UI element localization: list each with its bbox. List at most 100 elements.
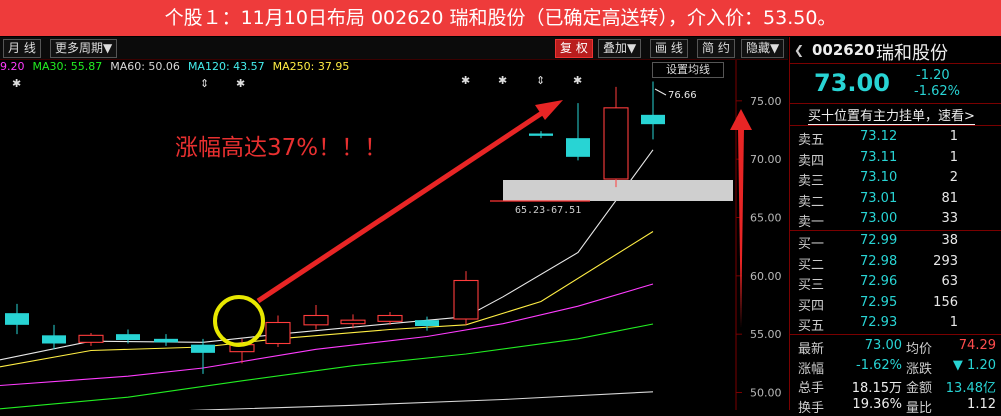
ma-line-ma30 — [0, 323, 654, 410]
stat-value: 19.36% — [852, 396, 902, 412]
entry-circle — [213, 295, 265, 347]
stat-value: ▼ 1.20 — [952, 357, 996, 373]
order-level-label: 卖二 — [798, 194, 825, 210]
up-down-marker: ⇕ — [536, 74, 545, 87]
fuquan-button[interactable]: 复 权 — [555, 39, 593, 58]
hide-dropdown[interactable]: 隐藏▼ — [741, 39, 785, 58]
gain-annotation: 涨幅高达37%！！！ — [175, 135, 387, 161]
order-volume: 1 — [949, 315, 958, 330]
stat-label: 总手 — [798, 381, 825, 396]
ma-line-ma60 — [188, 391, 654, 410]
star-marker: ✱ — [236, 77, 245, 90]
ma-legend-item: 9.20 — [0, 60, 25, 73]
order-price: 73.12 — [860, 129, 898, 144]
last-price: 73.00 — [814, 69, 890, 97]
order-price: 72.98 — [860, 253, 898, 269]
month-line-button[interactable]: 月 线 — [3, 39, 41, 58]
overlay-dropdown[interactable]: 叠加▼ — [598, 39, 642, 58]
candle — [566, 103, 590, 161]
kline-chart: 65.23-67.51 75.00 70.00 65.00 60.00 55.00 50.… — [0, 60, 782, 410]
candle — [303, 305, 329, 330]
candle — [340, 314, 366, 329]
order-volume: 2 — [949, 170, 958, 185]
more-period-dropdown[interactable]: 更多周期▼ — [50, 39, 118, 58]
trend-arrow — [256, 100, 563, 304]
draw-line-button[interactable]: 画 线 — [650, 39, 688, 58]
order-price: 73.11 — [860, 149, 898, 165]
simple-button[interactable]: 简 约 — [697, 39, 735, 58]
ma-line-ma20 — [0, 283, 654, 387]
order-volume: 1 — [949, 149, 958, 165]
y-tick-label: 50.00 — [750, 387, 782, 400]
order-volume: 293 — [933, 253, 958, 269]
divider — [790, 230, 1001, 231]
candle-body — [265, 321, 291, 345]
price-change: -1.20 — [916, 68, 950, 83]
stat-row: 总手 18.15万 金额 13.48亿 — [790, 377, 1001, 396]
order-book-row: 买二 72.98 293 — [790, 254, 1001, 273]
stat-row: 换手 19.36% 量比 1.12 — [790, 397, 1001, 416]
order-volume: 1 — [949, 129, 958, 144]
high-pointer — [654, 88, 667, 96]
order-price: 73.10 — [860, 170, 898, 185]
order-level-label: 卖三 — [798, 174, 825, 189]
stat-value: 74.29 — [958, 338, 996, 353]
order-volume: 38 — [941, 233, 958, 248]
order-book-row: 卖一 73.00 33 — [790, 211, 1001, 230]
order-book-row: 买三 72.96 63 — [790, 274, 1001, 293]
stat-label: 金额 — [906, 381, 933, 396]
candle — [42, 324, 66, 350]
stat-row: 最新 73.00 均价 74.29 — [790, 338, 1001, 357]
set-ma-button[interactable]: 设置均线 — [652, 62, 724, 78]
order-price: 72.99 — [860, 233, 898, 248]
candle-body — [303, 314, 329, 326]
order-book-row: 买五 72.93 1 — [790, 315, 1001, 334]
candle — [5, 303, 29, 335]
ma-legend-item: MA250: 37.95 — [272, 60, 350, 73]
candle — [529, 131, 553, 139]
back-arrow-icon[interactable]: ❮ — [794, 43, 805, 57]
candle — [116, 329, 140, 344]
stat-value: -1.62% — [856, 357, 902, 373]
candle-body — [42, 335, 66, 344]
order-book-row: 卖二 73.01 81 — [790, 191, 1001, 210]
markers: ✱ ⇕ ✱ ✱ ✱ ⇕ ✱ — [12, 74, 582, 90]
stat-label: 换手 — [798, 400, 825, 416]
candle — [377, 312, 403, 325]
order-level-label: 卖五 — [798, 133, 825, 148]
ma-legend-item: MA120: 43.57 — [187, 60, 265, 73]
stat-label: 最新 — [798, 342, 825, 357]
order-volume: 156 — [933, 294, 958, 310]
order-level-label: 买三 — [798, 278, 825, 293]
order-book-row: 卖四 73.11 1 — [790, 150, 1001, 169]
quote-header: ❮ 002620 瑞和股份 — [790, 37, 1001, 64]
title-banner: 个股１：11月10日布局 002620 瑞和股份（已确定高送转），介入价：53.… — [0, 0, 1001, 36]
price-axis: 75.00 70.00 65.00 60.00 55.00 50.00 — [736, 95, 782, 400]
order-level-label: 卖一 — [798, 215, 825, 230]
gap-rect — [503, 180, 733, 201]
stock-name: 瑞和股份 — [876, 43, 948, 64]
ma-legend: 9.20 MA30: 55.87 MA60: 50.06 MA120: 43.57 MA… — [0, 60, 357, 77]
candle-body — [641, 114, 665, 125]
quote-panel: ❮ 002620 瑞和股份 73.00 -1.20 -1.62% 买十位置有主力… — [789, 37, 1001, 416]
candle-body — [78, 334, 104, 343]
up-down-marker: ⇕ — [200, 77, 209, 90]
stat-label: 量比 — [906, 400, 933, 416]
order-book-row: 卖三 73.10 2 — [790, 170, 1001, 189]
main-order-link[interactable]: 买十位置有主力挂单，速看> — [808, 105, 975, 125]
candle — [641, 81, 665, 140]
chart-toolbar: 月 线 更多周期▼ 复 权 叠加▼ 画 线 简 约 隐藏▼ — [0, 37, 788, 60]
order-level-label: 买二 — [798, 257, 825, 273]
candle-body — [340, 319, 366, 325]
ma-legend-item: MA30: 55.87 — [32, 60, 103, 73]
candle-body — [415, 320, 439, 326]
order-level-label: 买四 — [798, 298, 825, 314]
candle-body — [566, 138, 590, 157]
order-book-row: 卖五 73.12 1 — [790, 129, 1001, 148]
divider — [790, 334, 1001, 335]
stat-row: 涨幅 -1.62% 涨跌 ▼ 1.20 — [790, 358, 1001, 377]
y-tick-label: 75.00 — [750, 95, 782, 108]
star-marker: ✱ — [12, 77, 21, 90]
order-book-row: 买四 72.95 156 — [790, 295, 1001, 314]
candle — [415, 316, 439, 331]
